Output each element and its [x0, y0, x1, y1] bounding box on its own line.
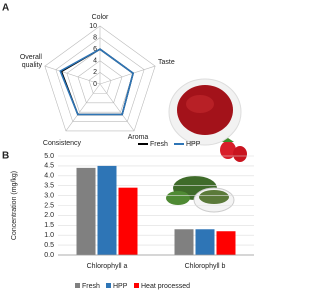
bar [76, 167, 96, 255]
y-tick-label: 2.5 [44, 202, 54, 209]
bar [97, 165, 117, 255]
panel-label: B [2, 151, 9, 162]
x-tick-label: Chlorophyll a [87, 263, 128, 270]
r-tick-label: 4 [93, 58, 97, 65]
y-tick-label: 1.0 [44, 232, 54, 239]
r-tick-label: 2 [93, 69, 97, 76]
y-tick-label: 4.5 [44, 163, 54, 170]
y-tick-label: 2.0 [44, 212, 54, 219]
legend-label: Fresh [82, 283, 100, 290]
radar-line [60, 48, 135, 116]
legend-label: Fresh [150, 141, 168, 148]
r-tick-label: 0 [93, 81, 97, 88]
legend-label: HPP [113, 283, 128, 290]
bar [118, 187, 138, 255]
axis-label: Overall quality [20, 54, 43, 69]
y-tick-label: 5.0 [44, 153, 54, 160]
axis-label: Taste [158, 59, 175, 66]
spinach-image [166, 176, 235, 213]
grid-ring [88, 72, 112, 94]
spoke [65, 83, 101, 132]
legend-swatch [106, 283, 111, 288]
figure: A 0 2 4 6 8 10 Color Taste Aroma Consistency Overal… [2, 3, 254, 290]
radar-line [59, 48, 135, 116]
panel-label: A [2, 3, 9, 14]
axis-label: Aroma [128, 134, 149, 141]
r-tick-label: 8 [93, 34, 97, 41]
legend-label: HPP [186, 141, 201, 148]
spoke [44, 65, 101, 85]
legend-label: Heat processed [141, 283, 190, 290]
y-tick-label: 0.0 [44, 252, 54, 259]
y-tick-label: 0.5 [44, 242, 54, 249]
grid-ring [55, 37, 145, 122]
y-tick-label: 1.5 [44, 222, 54, 229]
strawberry-image [168, 78, 247, 162]
bar [195, 229, 215, 255]
axis-label: Color [92, 14, 109, 21]
legend-swatch [75, 283, 80, 288]
x-tick-label: Chlorophyll b [185, 263, 226, 270]
y-tick-label: 3.0 [44, 192, 54, 199]
r-tick-label: 6 [93, 46, 97, 53]
r-tick-label: 10 [89, 23, 97, 30]
y-axis-title: Concentration (mg/kg) [11, 171, 18, 240]
bar [216, 231, 236, 255]
grid-ring [44, 25, 156, 132]
grid-ring [77, 60, 123, 104]
spoke [99, 83, 135, 132]
bar [174, 229, 194, 255]
spoke [99, 65, 156, 85]
legend-swatch [134, 283, 139, 288]
y-tick-label: 4.0 [44, 173, 54, 180]
y-tick-label: 3.5 [44, 183, 54, 190]
axis-label: Consistency [43, 140, 82, 147]
